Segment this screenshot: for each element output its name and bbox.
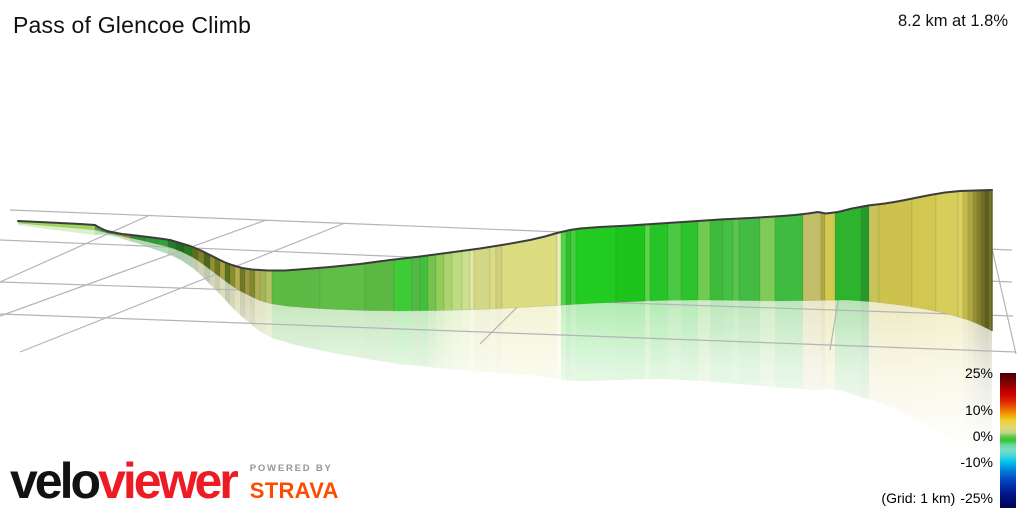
gradient-ribbon xyxy=(17,189,993,332)
legend-label-neg25: -25% xyxy=(960,490,993,506)
powered-by-label: POWERED BY xyxy=(249,463,333,474)
legend-label-0: 0% xyxy=(972,428,993,444)
ribbon-reflection xyxy=(18,223,992,475)
legend-bottom-row: (Grid: 1 km) -25% xyxy=(881,490,993,506)
strava-logo: STRAVA xyxy=(249,478,339,503)
legend-label-25: 25% xyxy=(964,365,993,381)
grid-note: (Grid: 1 km) xyxy=(881,490,956,506)
profile-top-edge xyxy=(17,189,993,272)
veloviewer-logo-viewer: viewer xyxy=(98,453,239,509)
veloviewer-logo-velo: velo xyxy=(10,453,101,509)
climb-stat: 8.2 km at 1.8% xyxy=(897,12,1008,30)
legend-label-10: 10% xyxy=(964,402,993,418)
legend-label-neg10: -10% xyxy=(960,454,993,470)
page-title: Pass of Glencoe Climb xyxy=(13,12,252,38)
gradient-legend-bar xyxy=(1000,373,1016,508)
strava-attribution[interactable]: POWERED BY STRAVA xyxy=(250,456,339,504)
footer-logo-row: veloviewer POWERED BY STRAVA xyxy=(10,456,339,506)
veloviewer-logo[interactable]: veloviewer xyxy=(10,453,239,509)
